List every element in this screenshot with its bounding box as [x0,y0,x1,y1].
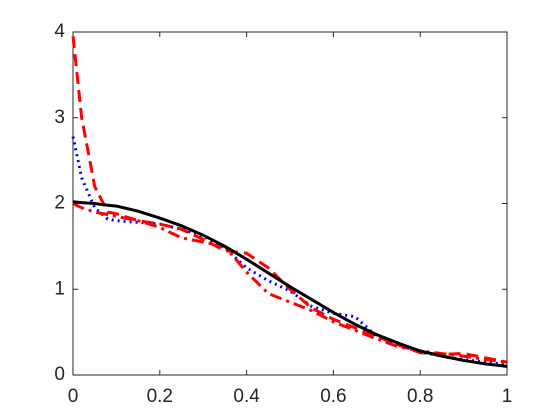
x-tick-label: 0 [68,386,79,407]
y-tick-label: 2 [54,193,65,214]
y-tick-label: 4 [54,21,65,42]
y-tick-label: 3 [54,107,65,128]
x-tick-label: 0.6 [320,386,346,407]
line-series [71,36,508,364]
y-tick-label: 1 [54,278,65,299]
x-tick-label: 1 [502,386,513,407]
x-tick-label: 0.2 [147,386,173,407]
line-series [71,136,508,367]
line-series [72,200,508,368]
plot-area [72,31,508,376]
x-tick-label: 0.4 [233,386,260,407]
y-tick-label: 0 [54,364,65,385]
x-tick-label: 0.8 [407,386,433,407]
